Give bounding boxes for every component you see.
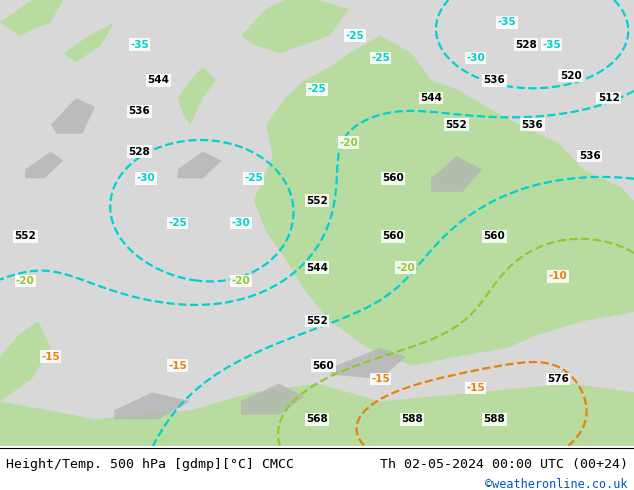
- Text: -25: -25: [371, 53, 390, 63]
- Text: 528: 528: [515, 40, 537, 49]
- Text: -15: -15: [168, 361, 187, 370]
- Text: 552: 552: [15, 231, 36, 242]
- Text: -20: -20: [339, 138, 358, 147]
- Text: -30: -30: [136, 173, 155, 183]
- Text: 536: 536: [579, 151, 600, 161]
- Text: 544: 544: [148, 75, 169, 85]
- Text: -20: -20: [16, 276, 35, 286]
- Text: 536: 536: [129, 106, 150, 117]
- Text: -35: -35: [542, 40, 561, 49]
- Polygon shape: [51, 98, 95, 134]
- Text: 520: 520: [560, 71, 581, 81]
- Polygon shape: [25, 151, 63, 178]
- Text: -35: -35: [498, 17, 517, 27]
- Text: 512: 512: [598, 93, 619, 103]
- Text: 576: 576: [547, 374, 569, 384]
- Text: 536: 536: [522, 120, 543, 130]
- Text: -10: -10: [548, 271, 567, 281]
- Text: 560: 560: [382, 173, 404, 183]
- Polygon shape: [0, 0, 63, 36]
- Polygon shape: [63, 22, 114, 62]
- Text: 552: 552: [306, 316, 328, 326]
- Text: -15: -15: [41, 352, 60, 362]
- Text: ©weatheronline.co.uk: ©weatheronline.co.uk: [485, 478, 628, 490]
- Text: 552: 552: [306, 196, 328, 206]
- Text: -25: -25: [307, 84, 327, 94]
- Text: 536: 536: [484, 75, 505, 85]
- Text: -15: -15: [466, 383, 485, 393]
- Polygon shape: [0, 384, 634, 446]
- Polygon shape: [254, 36, 634, 366]
- Text: 568: 568: [306, 414, 328, 424]
- Text: -25: -25: [244, 173, 263, 183]
- Text: 528: 528: [129, 147, 150, 157]
- Text: Height/Temp. 500 hPa [gdmp][°C] CMCC: Height/Temp. 500 hPa [gdmp][°C] CMCC: [6, 458, 294, 471]
- Polygon shape: [114, 392, 190, 419]
- Text: -35: -35: [130, 40, 149, 49]
- Polygon shape: [241, 384, 304, 415]
- Polygon shape: [431, 156, 482, 192]
- Text: -20: -20: [231, 276, 250, 286]
- Text: 544: 544: [420, 93, 442, 103]
- Text: -25: -25: [168, 218, 187, 228]
- Text: Th 02-05-2024 00:00 UTC (00+24): Th 02-05-2024 00:00 UTC (00+24): [380, 458, 628, 471]
- Text: 588: 588: [401, 414, 423, 424]
- Polygon shape: [539, 245, 634, 312]
- Text: 560: 560: [484, 231, 505, 242]
- Text: 588: 588: [484, 414, 505, 424]
- Text: -30: -30: [231, 218, 250, 228]
- Text: 552: 552: [446, 120, 467, 130]
- Text: -15: -15: [371, 374, 390, 384]
- Text: 560: 560: [313, 361, 334, 370]
- Text: -30: -30: [466, 53, 485, 63]
- Text: -25: -25: [346, 31, 365, 41]
- Text: -20: -20: [396, 263, 415, 272]
- Polygon shape: [178, 151, 222, 178]
- Polygon shape: [241, 0, 349, 53]
- Text: 560: 560: [382, 231, 404, 242]
- Polygon shape: [330, 348, 406, 379]
- Text: 544: 544: [306, 263, 328, 272]
- Polygon shape: [0, 321, 51, 401]
- Polygon shape: [178, 67, 216, 125]
